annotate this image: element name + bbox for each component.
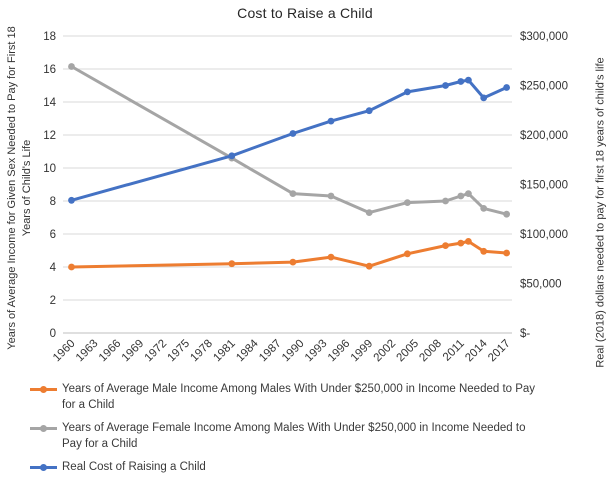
data-point [404, 199, 411, 207]
chart-title: Cost to Raise a Child [237, 5, 373, 21]
right-tick-label: $100,000 [520, 229, 568, 241]
data-point [289, 130, 297, 137]
x-tick-label: 1966 [97, 338, 124, 365]
x-tick-label: 1969 [120, 338, 147, 365]
left-tick-label: 14 [43, 97, 56, 109]
line-marker-icon [30, 460, 57, 474]
data-point [327, 253, 335, 261]
left-tick-label: 0 [50, 328, 56, 340]
data-point [442, 82, 449, 89]
data-point [365, 209, 373, 217]
data-point [480, 247, 488, 255]
data-point [442, 242, 449, 250]
x-tick-label: 1981 [211, 338, 238, 365]
x-tick-label: 2011 [441, 338, 467, 364]
data-point [404, 250, 411, 258]
legend-item-male-income-years: Years of Average Male Income Among Males… [30, 382, 570, 413]
data-point [327, 192, 335, 200]
left-tick-label: 16 [43, 64, 56, 76]
left-tick-label: 8 [50, 196, 56, 208]
legend-label: Years of Average Female Income Among Mal… [62, 422, 526, 450]
x-tick-label: 1972 [143, 338, 170, 365]
x-tick-label: 2017 [486, 338, 513, 365]
right-tick-label: $200,000 [520, 130, 568, 142]
data-point [228, 152, 236, 160]
data-point [289, 258, 297, 266]
left-tick-label: 6 [50, 229, 56, 241]
x-tick-label: 1987 [257, 338, 284, 365]
left-axis-title-line2: Years of Child's Life [21, 139, 33, 237]
data-point [465, 76, 472, 84]
legend-item-real-cost: Real Cost of Raising a Child [30, 460, 570, 476]
data-point [465, 238, 472, 245]
left-tick-label: 4 [50, 262, 57, 274]
plot-area: 0 2 4 6 8 10 12 14 16 18 $- $50,000 $100,000 $150,000… [43, 31, 568, 365]
legend-label: Years of Average Male Income Among Males… [62, 383, 536, 411]
right-tick-label: $50,000 [520, 279, 562, 291]
left-axis-title: Years of Average Income for Given Sex Ne… [5, 0, 35, 378]
data-point [365, 107, 373, 115]
data-point [289, 190, 297, 198]
x-tick-label: 1999 [349, 338, 376, 365]
series-line-0 [70, 239, 509, 269]
right-tick-label: $150,000 [520, 180, 568, 192]
x-tick-label: 2014 [463, 337, 490, 364]
left-axis-title-line1: Years of Average Income for Given Sex Ne… [6, 26, 18, 350]
data-point [457, 239, 465, 247]
left-tick-label: 2 [50, 295, 56, 307]
data-point [365, 262, 373, 270]
data-point [503, 84, 510, 91]
x-tick-label: 1963 [74, 338, 101, 365]
right-tick-label: $- [520, 328, 530, 340]
data-point [327, 117, 335, 125]
left-tick-label: 10 [43, 163, 56, 175]
series-line-1 [70, 65, 509, 216]
x-tick-label: 2008 [417, 338, 444, 365]
x-tick-label: 1984 [234, 337, 261, 364]
data-point [480, 205, 488, 212]
right-tick-label: $250,000 [520, 81, 568, 93]
data-point [457, 78, 465, 85]
data-point [228, 260, 236, 268]
legend-item-female-income-years: Years of Average Female Income Among Mal… [30, 421, 570, 452]
line-marker-icon [30, 421, 57, 435]
left-tick-label: 18 [43, 31, 56, 43]
data-point [457, 192, 465, 200]
legend-label: Real Cost of Raising a Child [62, 461, 206, 473]
line-marker-icon [30, 382, 57, 396]
right-tick-label: $300,000 [520, 31, 568, 43]
data-point [68, 196, 75, 204]
x-tick-label: 1993 [303, 338, 330, 365]
x-tick-label: 1978 [188, 338, 215, 365]
data-point [480, 94, 488, 102]
data-point [68, 63, 75, 70]
series-line-2 [70, 78, 509, 202]
x-tick-label: 1960 [51, 338, 78, 365]
data-point [442, 197, 449, 205]
x-tick-label: 2005 [395, 338, 422, 365]
x-tick-label: 2002 [372, 338, 399, 365]
data-point [503, 249, 510, 257]
x-tick-label: 1996 [326, 338, 353, 365]
x-tick-label: 1975 [166, 338, 193, 365]
left-tick-label: 12 [43, 130, 56, 142]
data-point [465, 190, 472, 198]
data-point [404, 88, 411, 96]
legend: Years of Average Male Income Among Males… [30, 382, 570, 480]
x-tick-label: 1990 [280, 338, 307, 365]
data-point [503, 210, 510, 218]
data-point [68, 263, 75, 271]
right-axis-title: Real (2018) dollars needed to pay for fi… [594, 57, 607, 368]
